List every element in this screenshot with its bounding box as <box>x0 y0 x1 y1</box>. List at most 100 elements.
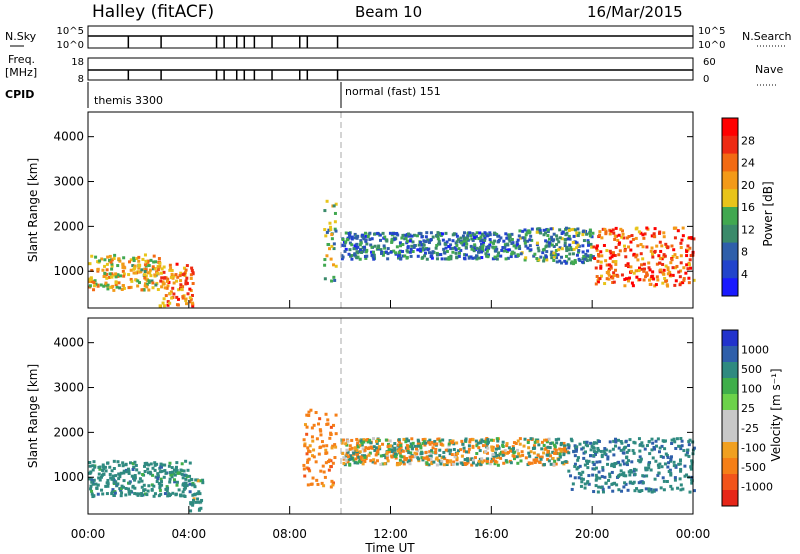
data-cell <box>356 234 360 238</box>
data-cell <box>311 439 315 443</box>
data-cell <box>393 442 397 446</box>
data-cell <box>182 469 186 473</box>
data-cell <box>552 232 556 236</box>
data-cell <box>505 242 509 246</box>
data-cell <box>658 256 662 260</box>
data-cell <box>179 283 183 287</box>
data-cell <box>180 287 184 291</box>
data-cell <box>366 234 370 238</box>
data-cell <box>516 253 520 257</box>
colorbar-tick-label: -1000 <box>741 480 773 493</box>
data-cell <box>379 251 383 255</box>
data-cell <box>163 463 167 467</box>
data-cell <box>323 228 327 232</box>
data-cell <box>108 258 112 262</box>
data-cell <box>137 480 141 484</box>
data-cell <box>522 444 526 448</box>
data-cell <box>553 445 557 449</box>
data-cell <box>634 468 638 472</box>
data-cell <box>443 242 447 246</box>
data-cell <box>475 257 479 261</box>
data-cell <box>424 450 428 454</box>
data-cell <box>184 279 188 283</box>
data-cell <box>618 249 622 253</box>
data-cell <box>627 443 631 447</box>
data-cell <box>601 490 605 494</box>
data-cell <box>563 244 567 248</box>
data-cell <box>565 254 569 258</box>
data-cell <box>460 439 464 443</box>
data-cell <box>600 475 604 479</box>
data-cell <box>583 257 587 261</box>
data-cell <box>651 441 655 445</box>
data-cell <box>439 253 443 257</box>
data-cell <box>573 260 577 264</box>
data-cell <box>622 446 626 450</box>
data-cell <box>110 262 114 266</box>
data-cell <box>159 477 163 481</box>
data-cell <box>572 262 576 266</box>
data-cell <box>462 449 466 453</box>
data-cell <box>441 443 445 447</box>
data-cell <box>613 237 617 241</box>
data-cell <box>117 257 121 261</box>
data-cell <box>88 477 92 481</box>
data-cell <box>340 441 344 445</box>
data-cell <box>334 264 338 268</box>
data-cell <box>402 437 406 441</box>
data-cell <box>184 477 188 481</box>
data-cell <box>448 452 452 456</box>
data-cell <box>571 240 575 244</box>
data-cell <box>181 476 185 480</box>
data-cell <box>328 458 332 462</box>
data-cell <box>591 460 595 464</box>
data-cell <box>576 243 580 247</box>
data-cell <box>455 234 459 238</box>
data-cell <box>617 242 621 246</box>
data-cell <box>318 417 322 421</box>
data-cell <box>599 485 603 489</box>
data-cell <box>650 252 654 256</box>
data-cell <box>537 258 541 262</box>
data-cell <box>133 478 137 482</box>
data-cell <box>569 437 573 441</box>
data-cell <box>534 458 538 462</box>
data-cell <box>192 483 196 487</box>
data-cell <box>462 446 466 450</box>
data-cell <box>383 453 387 457</box>
data-cell <box>564 261 568 265</box>
data-cell <box>110 264 114 268</box>
data-cell <box>576 234 580 238</box>
data-cell <box>586 444 590 448</box>
data-cell <box>586 254 590 258</box>
data-cell <box>175 279 179 283</box>
data-cell <box>438 454 442 458</box>
data-cell <box>139 270 143 274</box>
data-cell <box>586 461 590 465</box>
data-cell <box>661 455 665 459</box>
data-cell <box>431 250 435 254</box>
data-cell <box>459 448 463 452</box>
data-cell <box>662 272 666 276</box>
data-cell <box>598 476 602 480</box>
data-cell <box>118 473 122 477</box>
nsearch-tick-bottom: 10^0 <box>698 40 725 51</box>
data-cell <box>662 253 666 257</box>
data-cell <box>600 254 604 258</box>
data-cell <box>482 234 486 238</box>
data-cell <box>146 259 150 263</box>
data-cell <box>154 475 158 479</box>
data-cell <box>358 444 362 448</box>
x-axis-ticks: 00:00 04:00 08:00 12:00 16:00 20:00 00:00 <box>71 300 710 541</box>
data-cell <box>438 439 442 443</box>
data-cell <box>130 279 134 283</box>
data-cell <box>628 276 632 280</box>
data-cell <box>573 228 577 232</box>
data-cell <box>583 482 587 486</box>
data-cell <box>168 471 172 475</box>
data-cell <box>480 457 484 461</box>
data-cell <box>350 243 354 247</box>
data-cell <box>606 457 610 461</box>
data-cell <box>473 256 477 260</box>
data-cell <box>340 438 344 442</box>
